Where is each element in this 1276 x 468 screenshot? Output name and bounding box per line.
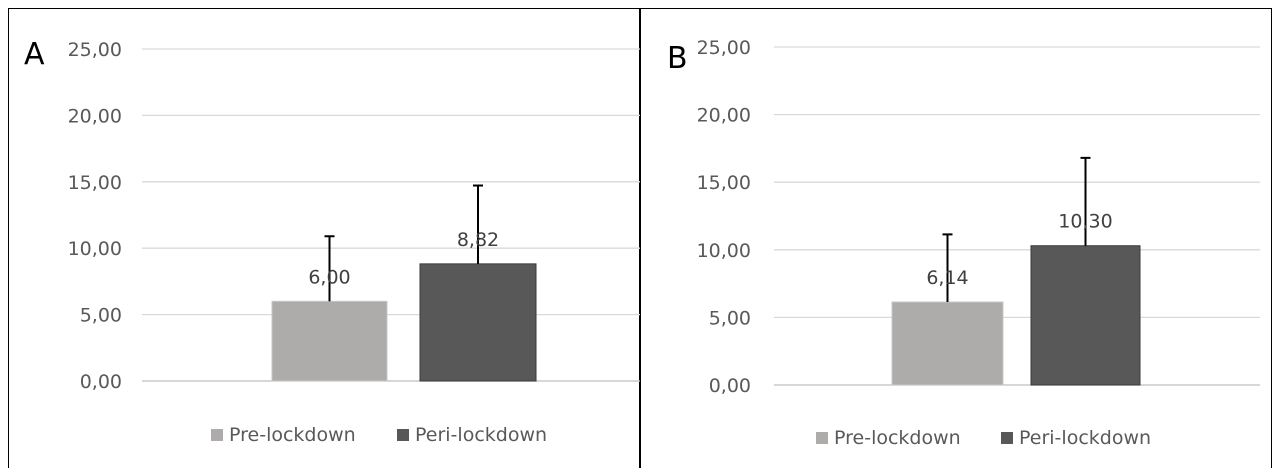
chart-panel-a: A 0,00 5,00 10,00 15,00 20,00 25,00 6,00 8,82 Pre… <box>8 8 640 468</box>
y-tick-label: 10,00 <box>697 240 751 262</box>
bar-peri-lockdown <box>1030 245 1141 386</box>
bar-peri-lockdown <box>419 263 537 382</box>
y-tick-label: 15,00 <box>68 172 122 194</box>
panel-label: B <box>667 41 688 76</box>
legend-label: Peri-lockdown <box>415 424 547 446</box>
y-tick-label: 10,00 <box>68 238 122 260</box>
y-tick-label: 20,00 <box>68 105 122 127</box>
y-tick-label: 25,00 <box>68 39 122 61</box>
panel-label: A <box>24 37 45 72</box>
y-tick-label: 20,00 <box>697 105 751 127</box>
data-label: 10,30 <box>1058 211 1112 233</box>
data-label: 6,14 <box>926 267 968 289</box>
y-tick-label: 25,00 <box>697 37 751 59</box>
legend-swatch-peri-lockdown <box>1001 432 1013 444</box>
panel-border <box>8 8 640 468</box>
y-tick-label: 15,00 <box>697 172 751 194</box>
data-label: 8,82 <box>457 229 499 251</box>
y-tick-label: 0,00 <box>709 375 751 397</box>
chart-panel-b: B 0,00 5,00 10,00 15,00 20,00 25,00 6,14 10,30 Pr… <box>640 8 1272 468</box>
y-tick-label: 5,00 <box>709 307 751 329</box>
y-tick-label: 0,00 <box>80 371 122 393</box>
legend-label: Pre-lockdown <box>229 424 356 446</box>
panel-border <box>640 8 1272 468</box>
legend-swatch-pre-lockdown <box>211 429 223 441</box>
data-label: 6,00 <box>308 266 350 288</box>
y-tick-label: 5,00 <box>80 305 122 327</box>
legend-swatch-peri-lockdown <box>397 429 409 441</box>
legend-label: Pre-lockdown <box>834 427 961 449</box>
bar-pre-lockdown <box>891 301 1004 386</box>
legend-swatch-pre-lockdown <box>816 432 828 444</box>
bar-pre-lockdown <box>271 300 388 382</box>
legend-label: Peri-lockdown <box>1019 427 1151 449</box>
